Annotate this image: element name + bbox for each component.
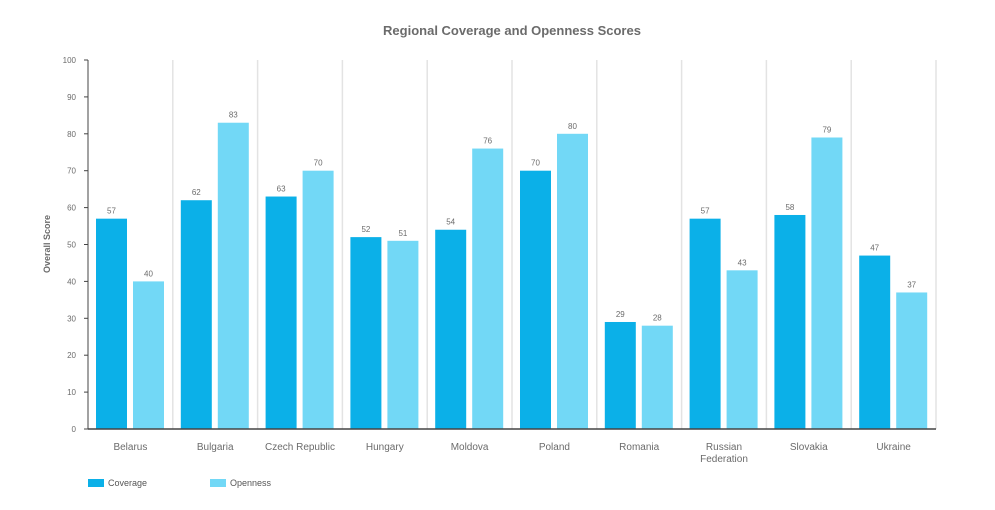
- data-label: 57: [107, 207, 116, 216]
- data-label: 37: [907, 280, 916, 289]
- bars-layer: 57 40 62 83 63 70 52 51 54 76 70 80 29 28 57 43 58 79 47 37: [96, 111, 928, 430]
- y-axis-label: Overall Score: [42, 215, 52, 273]
- y-tick-label: 0: [72, 425, 77, 434]
- bar-coverage: [350, 237, 382, 429]
- bar-openness: [472, 148, 504, 429]
- data-label: 57: [701, 207, 710, 216]
- data-label: 76: [483, 137, 492, 146]
- y-tick-label: 30: [67, 314, 76, 323]
- bar-coverage: [435, 229, 467, 429]
- y-tick-label: 20: [67, 351, 76, 360]
- x-tick-label: Slovakia: [790, 442, 828, 453]
- data-label: 83: [229, 111, 238, 120]
- data-label: 43: [738, 258, 747, 267]
- x-tick-label: Belarus: [113, 442, 147, 453]
- y-tick-label: 60: [67, 204, 76, 213]
- x-tick-label: Bulgaria: [197, 442, 234, 453]
- data-label: 80: [568, 122, 577, 131]
- bar-openness: [811, 137, 843, 430]
- data-label: 28: [653, 314, 662, 323]
- bar-coverage: [265, 196, 297, 429]
- y-tick-label: 10: [67, 388, 76, 397]
- bar-coverage: [859, 255, 891, 429]
- data-label: 62: [192, 188, 201, 197]
- x-tick-label: Russian Federation: [700, 442, 748, 465]
- data-label: 40: [144, 269, 153, 278]
- data-label: 79: [822, 125, 831, 134]
- bar-openness: [217, 122, 249, 429]
- data-label: 29: [616, 310, 625, 319]
- legend-label-coverage: Coverage: [108, 478, 148, 488]
- legend-swatch-openness: [210, 479, 226, 487]
- data-label: 52: [361, 225, 370, 234]
- bar-coverage: [604, 321, 636, 429]
- x-tick-label: Moldova: [451, 442, 489, 453]
- data-label: 47: [870, 244, 879, 253]
- x-tick-label: Hungary: [366, 442, 404, 453]
- y-tick-label: 100: [63, 56, 77, 65]
- legend-label-openness: Openness: [230, 478, 272, 488]
- bar-coverage: [520, 170, 551, 429]
- bar-coverage: [774, 214, 806, 429]
- bar-coverage: [689, 218, 721, 429]
- x-tick-label: Poland: [539, 442, 570, 453]
- bar-openness: [896, 292, 928, 429]
- legend-swatch-coverage: [88, 479, 104, 487]
- x-tick-label: Czech Republic: [265, 442, 335, 453]
- y-tick-label: 90: [67, 93, 76, 102]
- axis-layer: 0 10 20 30 40 50 60 70 80 90 100 Belarus Bulgaria Cze…: [63, 56, 936, 465]
- bar-openness: [302, 170, 334, 429]
- grid-layer: [172, 60, 937, 429]
- legend: Coverage Openness: [88, 478, 332, 488]
- data-label: 70: [531, 159, 540, 168]
- legend-item-coverage: Coverage: [88, 478, 210, 488]
- y-tick-label: 50: [67, 241, 76, 250]
- x-tick-label: Ukraine: [876, 442, 911, 453]
- y-tick-label: 70: [67, 167, 76, 176]
- bar-openness: [557, 133, 588, 430]
- data-label: 63: [277, 185, 286, 194]
- data-label: 58: [785, 203, 794, 212]
- bar-coverage: [96, 218, 127, 429]
- bar-coverage: [180, 200, 212, 429]
- y-tick-label: 80: [67, 130, 76, 139]
- bar-openness: [133, 281, 164, 429]
- y-tick-label: 40: [67, 277, 76, 286]
- legend-item-openness: Openness: [210, 478, 332, 488]
- bar-openness: [387, 240, 419, 429]
- data-label: 54: [446, 218, 455, 227]
- x-tick-label: Romania: [619, 442, 659, 453]
- data-label: 70: [314, 159, 323, 168]
- bar-openness: [641, 325, 673, 429]
- chart-title: Regional Coverage and Openness Scores: [383, 23, 641, 38]
- data-label: 51: [398, 229, 407, 238]
- bar-openness: [726, 270, 758, 429]
